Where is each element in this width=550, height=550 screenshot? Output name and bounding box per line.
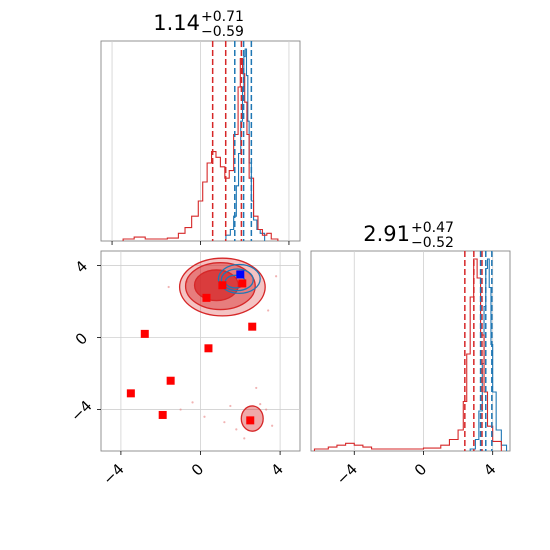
marginal-param1-histogram-red — [122, 57, 279, 241]
joint-red-point-6 — [166, 376, 175, 385]
marginal-param1-ticks — [111, 241, 290, 245]
marginal-param2-title-plus: +0.47 — [411, 220, 454, 236]
marginal-param2-histogram-red — [313, 258, 502, 451]
joint-red-point-1 — [218, 281, 227, 290]
marginal-param1-grid — [111, 41, 290, 241]
joint-x-tick-label-0: −4 — [99, 460, 127, 488]
joint-red-point-5 — [140, 329, 149, 338]
joint-faint-sample-2 — [203, 415, 206, 418]
marginal-param2-tick-label-1: 0 — [411, 460, 430, 479]
joint-faint-sample-13 — [243, 437, 246, 440]
marginal-param2-quantiles — [464, 251, 493, 451]
joint-faint-sample-4 — [265, 408, 268, 411]
marginal-param2-tick-label-2: 4 — [480, 460, 499, 479]
joint-x-tick-label-1: 0 — [188, 460, 207, 479]
joint-faint-sample-8 — [167, 285, 170, 289]
joint-red-contour-3 — [193, 269, 239, 302]
joint-red-point-8 — [126, 389, 135, 398]
joint-faint-sample-5 — [271, 424, 274, 427]
marginal-param2-ticks: −4 0 4 — [333, 451, 500, 488]
joint-y-tick-label-2: −4 — [67, 397, 95, 425]
marginal-param1-title-minus: −0.59 — [201, 24, 244, 40]
joint-red-point-3 — [248, 322, 257, 331]
joint-faint-sample-9 — [267, 309, 270, 312]
marginal-param1-quantiles — [211, 41, 253, 241]
joint-red-point-0 — [202, 293, 211, 302]
marginal-param2-title-minus: −0.52 — [411, 235, 454, 251]
joint-red-point-2 — [238, 279, 247, 288]
marginal-param1-title-plus: +0.71 — [201, 9, 244, 25]
joint-faint-sample-0 — [179, 408, 182, 411]
marginal-param2-histograms — [313, 258, 508, 451]
joint-faint-sample-3 — [229, 404, 232, 408]
joint-points — [126, 270, 257, 425]
joint-y-tick-label-1: 0 — [72, 329, 91, 348]
marginal-param2-title-median: 2.91 — [363, 222, 410, 246]
marginal-panel-param1: 1.14 +0.71 −0.59 — [100, 9, 301, 245]
joint-y-tick-label-0: 4 — [72, 257, 91, 276]
joint-red-point-9 — [246, 416, 255, 425]
joint-faint-sample-7 — [259, 403, 262, 406]
marginal-panel-param2-frame — [310, 250, 511, 452]
joint-red-point-7 — [158, 410, 167, 419]
marginal-param1-title-median: 1.14 — [153, 11, 200, 35]
joint-faint-sample-11 — [255, 386, 258, 390]
joint-panel: −4 0 4 4 0 −4 — [67, 250, 301, 488]
joint-faint-sample-1 — [191, 401, 194, 404]
joint-faint-sample-12 — [223, 421, 226, 424]
joint-blue-point-0 — [236, 270, 245, 279]
joint-red-point-4 — [204, 344, 213, 353]
joint-blue-contour-1 — [220, 268, 254, 292]
marginal-param2-histogram-blue — [469, 258, 508, 451]
joint-blue-contour-2 — [217, 263, 261, 294]
joint-x-tick-label-2: 4 — [267, 460, 286, 479]
joint-faint-sample-6 — [235, 428, 238, 431]
marginal-panel-param2: −4 0 4 2.91 +0.47 −0.52 — [310, 220, 511, 488]
joint-faint-sample-10 — [275, 275, 278, 278]
marginal-param2-tick-label-0: −4 — [333, 460, 361, 488]
